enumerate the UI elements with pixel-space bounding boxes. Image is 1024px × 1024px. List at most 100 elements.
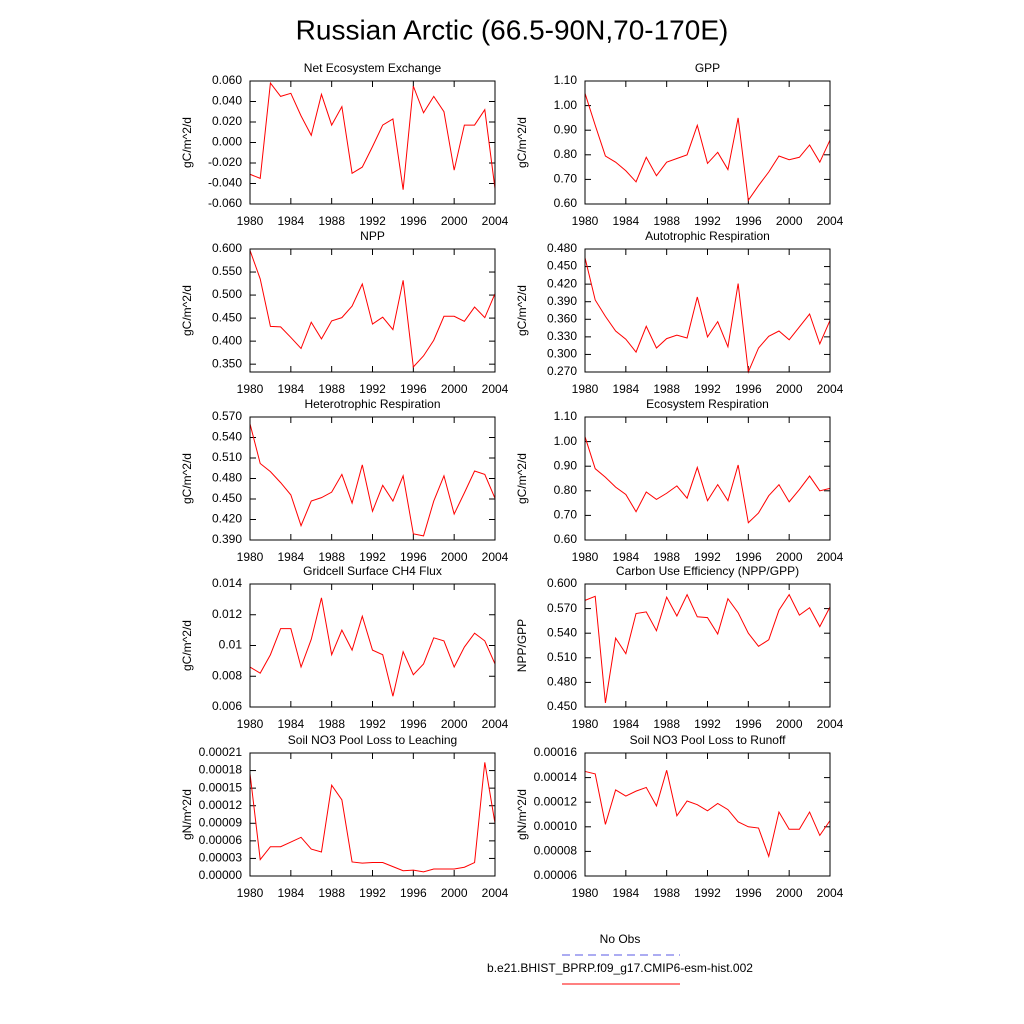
x-tick-label: 2004 — [817, 886, 844, 900]
x-tick-label: 1992 — [359, 550, 386, 564]
y-tick-label: 0.400 — [212, 333, 242, 347]
y-tick-label: 0.006 — [212, 699, 242, 713]
y-tick-label: 0.00003 — [199, 851, 243, 865]
x-tick-label: 1980 — [237, 214, 264, 228]
x-tick-label: 2004 — [817, 550, 844, 564]
x-tick-label: 1980 — [572, 550, 599, 564]
y-tick-label: 0.540 — [212, 430, 242, 444]
x-tick-label: 1992 — [359, 717, 386, 731]
y-tick-label: 0.00009 — [199, 815, 243, 829]
y-tick-label: 0.570 — [547, 601, 577, 615]
panel-title: Heterotrophic Respiration — [304, 397, 440, 411]
y-tick-label: -0.060 — [208, 196, 242, 210]
plot-frame — [584, 583, 831, 708]
x-tick-label: 1984 — [277, 382, 304, 396]
x-tick-label: 2000 — [441, 214, 468, 228]
data-line — [249, 597, 496, 697]
y-tick-label: 0.00021 — [199, 745, 243, 759]
x-tick-label: 1980 — [237, 717, 264, 731]
x-tick-label: 1980 — [572, 717, 599, 731]
x-tick-label: 1980 — [237, 382, 264, 396]
plot-frame — [249, 752, 496, 877]
x-tick-label: 1996 — [400, 717, 427, 731]
x-tick-label: 2000 — [776, 382, 803, 396]
x-tick-label: 1992 — [694, 382, 721, 396]
y-tick-label: -0.020 — [208, 155, 242, 169]
panel-title: Soil NO3 Pool Loss to Leaching — [288, 733, 457, 747]
y-tick-label: 0.600 — [547, 576, 577, 590]
y-axis-label: gC/m^2/d — [515, 117, 529, 168]
y-tick-label: 0.040 — [212, 94, 242, 108]
x-tick-label: 1996 — [735, 382, 762, 396]
x-tick-label: 2004 — [482, 382, 509, 396]
y-tick-label: 0.480 — [547, 241, 577, 255]
x-tick-label: 1996 — [735, 550, 762, 564]
data-line — [584, 593, 831, 703]
x-tick-label: 2004 — [482, 717, 509, 731]
x-tick-label: 1988 — [653, 886, 680, 900]
x-tick-label: 1984 — [612, 382, 639, 396]
y-tick-label: 0.600 — [212, 241, 242, 255]
y-tick-label: 1.10 — [554, 73, 578, 87]
x-tick-label: 2000 — [776, 214, 803, 228]
y-axis-label: gN/m^2/d — [515, 789, 529, 840]
data-line — [249, 250, 496, 369]
y-tick-label: 0.00006 — [199, 833, 243, 847]
y-tick-label: 0.480 — [212, 471, 242, 485]
plot-frame — [249, 583, 496, 708]
x-tick-label: 2004 — [817, 382, 844, 396]
y-tick-label: 0.450 — [547, 699, 577, 713]
y-tick-label: 0.00008 — [534, 844, 578, 858]
x-tick-label: 2000 — [441, 382, 468, 396]
legend-label: b.e21.BHIST_BPRP.f09_g17.CMIP6-esm-hist.… — [487, 961, 753, 975]
x-tick-label: 1996 — [400, 214, 427, 228]
data-line — [584, 436, 831, 524]
y-tick-label: 0.00014 — [534, 770, 578, 784]
data-line — [584, 257, 831, 374]
x-tick-label: 2000 — [776, 550, 803, 564]
x-tick-label: 1984 — [612, 214, 639, 228]
x-tick-label: 2004 — [482, 214, 509, 228]
x-tick-label: 2000 — [441, 886, 468, 900]
x-tick-label: 2000 — [441, 550, 468, 564]
y-tick-label: 0.510 — [212, 450, 242, 464]
panel-title: NPP — [360, 229, 385, 243]
y-tick-label: 0.000 — [212, 135, 242, 149]
data-line — [249, 762, 496, 873]
y-tick-label: 0.70 — [554, 508, 578, 522]
x-tick-label: 1984 — [612, 550, 639, 564]
x-tick-label: 1988 — [318, 717, 345, 731]
plot-frame — [249, 80, 496, 205]
y-tick-label: 0.01 — [219, 638, 243, 652]
y-tick-label: 0.70 — [554, 172, 578, 186]
x-tick-label: 1996 — [735, 717, 762, 731]
y-tick-label: 0.330 — [547, 329, 577, 343]
x-tick-label: 1980 — [237, 550, 264, 564]
x-tick-label: 2000 — [776, 717, 803, 731]
y-tick-label: 0.00015 — [199, 780, 243, 794]
x-tick-label: 2000 — [776, 886, 803, 900]
y-tick-label: 0.390 — [212, 532, 242, 546]
panel-title: Soil NO3 Pool Loss to Runoff — [630, 733, 787, 747]
x-tick-label: 1992 — [359, 214, 386, 228]
y-tick-label: 0.360 — [547, 311, 577, 325]
y-tick-label: 0.270 — [547, 364, 577, 378]
x-tick-label: 1992 — [359, 886, 386, 900]
data-line — [584, 770, 831, 859]
y-tick-label: 0.480 — [547, 675, 577, 689]
x-tick-label: 2000 — [441, 717, 468, 731]
x-tick-label: 1996 — [400, 550, 427, 564]
y-tick-label: 0.00016 — [534, 745, 578, 759]
x-tick-label: 1984 — [612, 886, 639, 900]
y-tick-label: 0.060 — [212, 73, 242, 87]
y-axis-label: gC/m^2/d — [180, 620, 194, 671]
y-axis-label: gC/m^2/d — [515, 453, 529, 504]
figure-title: Russian Arctic (66.5-90N,70-170E) — [296, 14, 729, 45]
x-tick-label: 1988 — [653, 550, 680, 564]
y-tick-label: 0.90 — [554, 122, 578, 136]
x-tick-label: 2004 — [817, 717, 844, 731]
x-tick-label: 1988 — [318, 550, 345, 564]
y-tick-label: 0.80 — [554, 483, 578, 497]
y-axis-label: gC/m^2/d — [180, 285, 194, 336]
